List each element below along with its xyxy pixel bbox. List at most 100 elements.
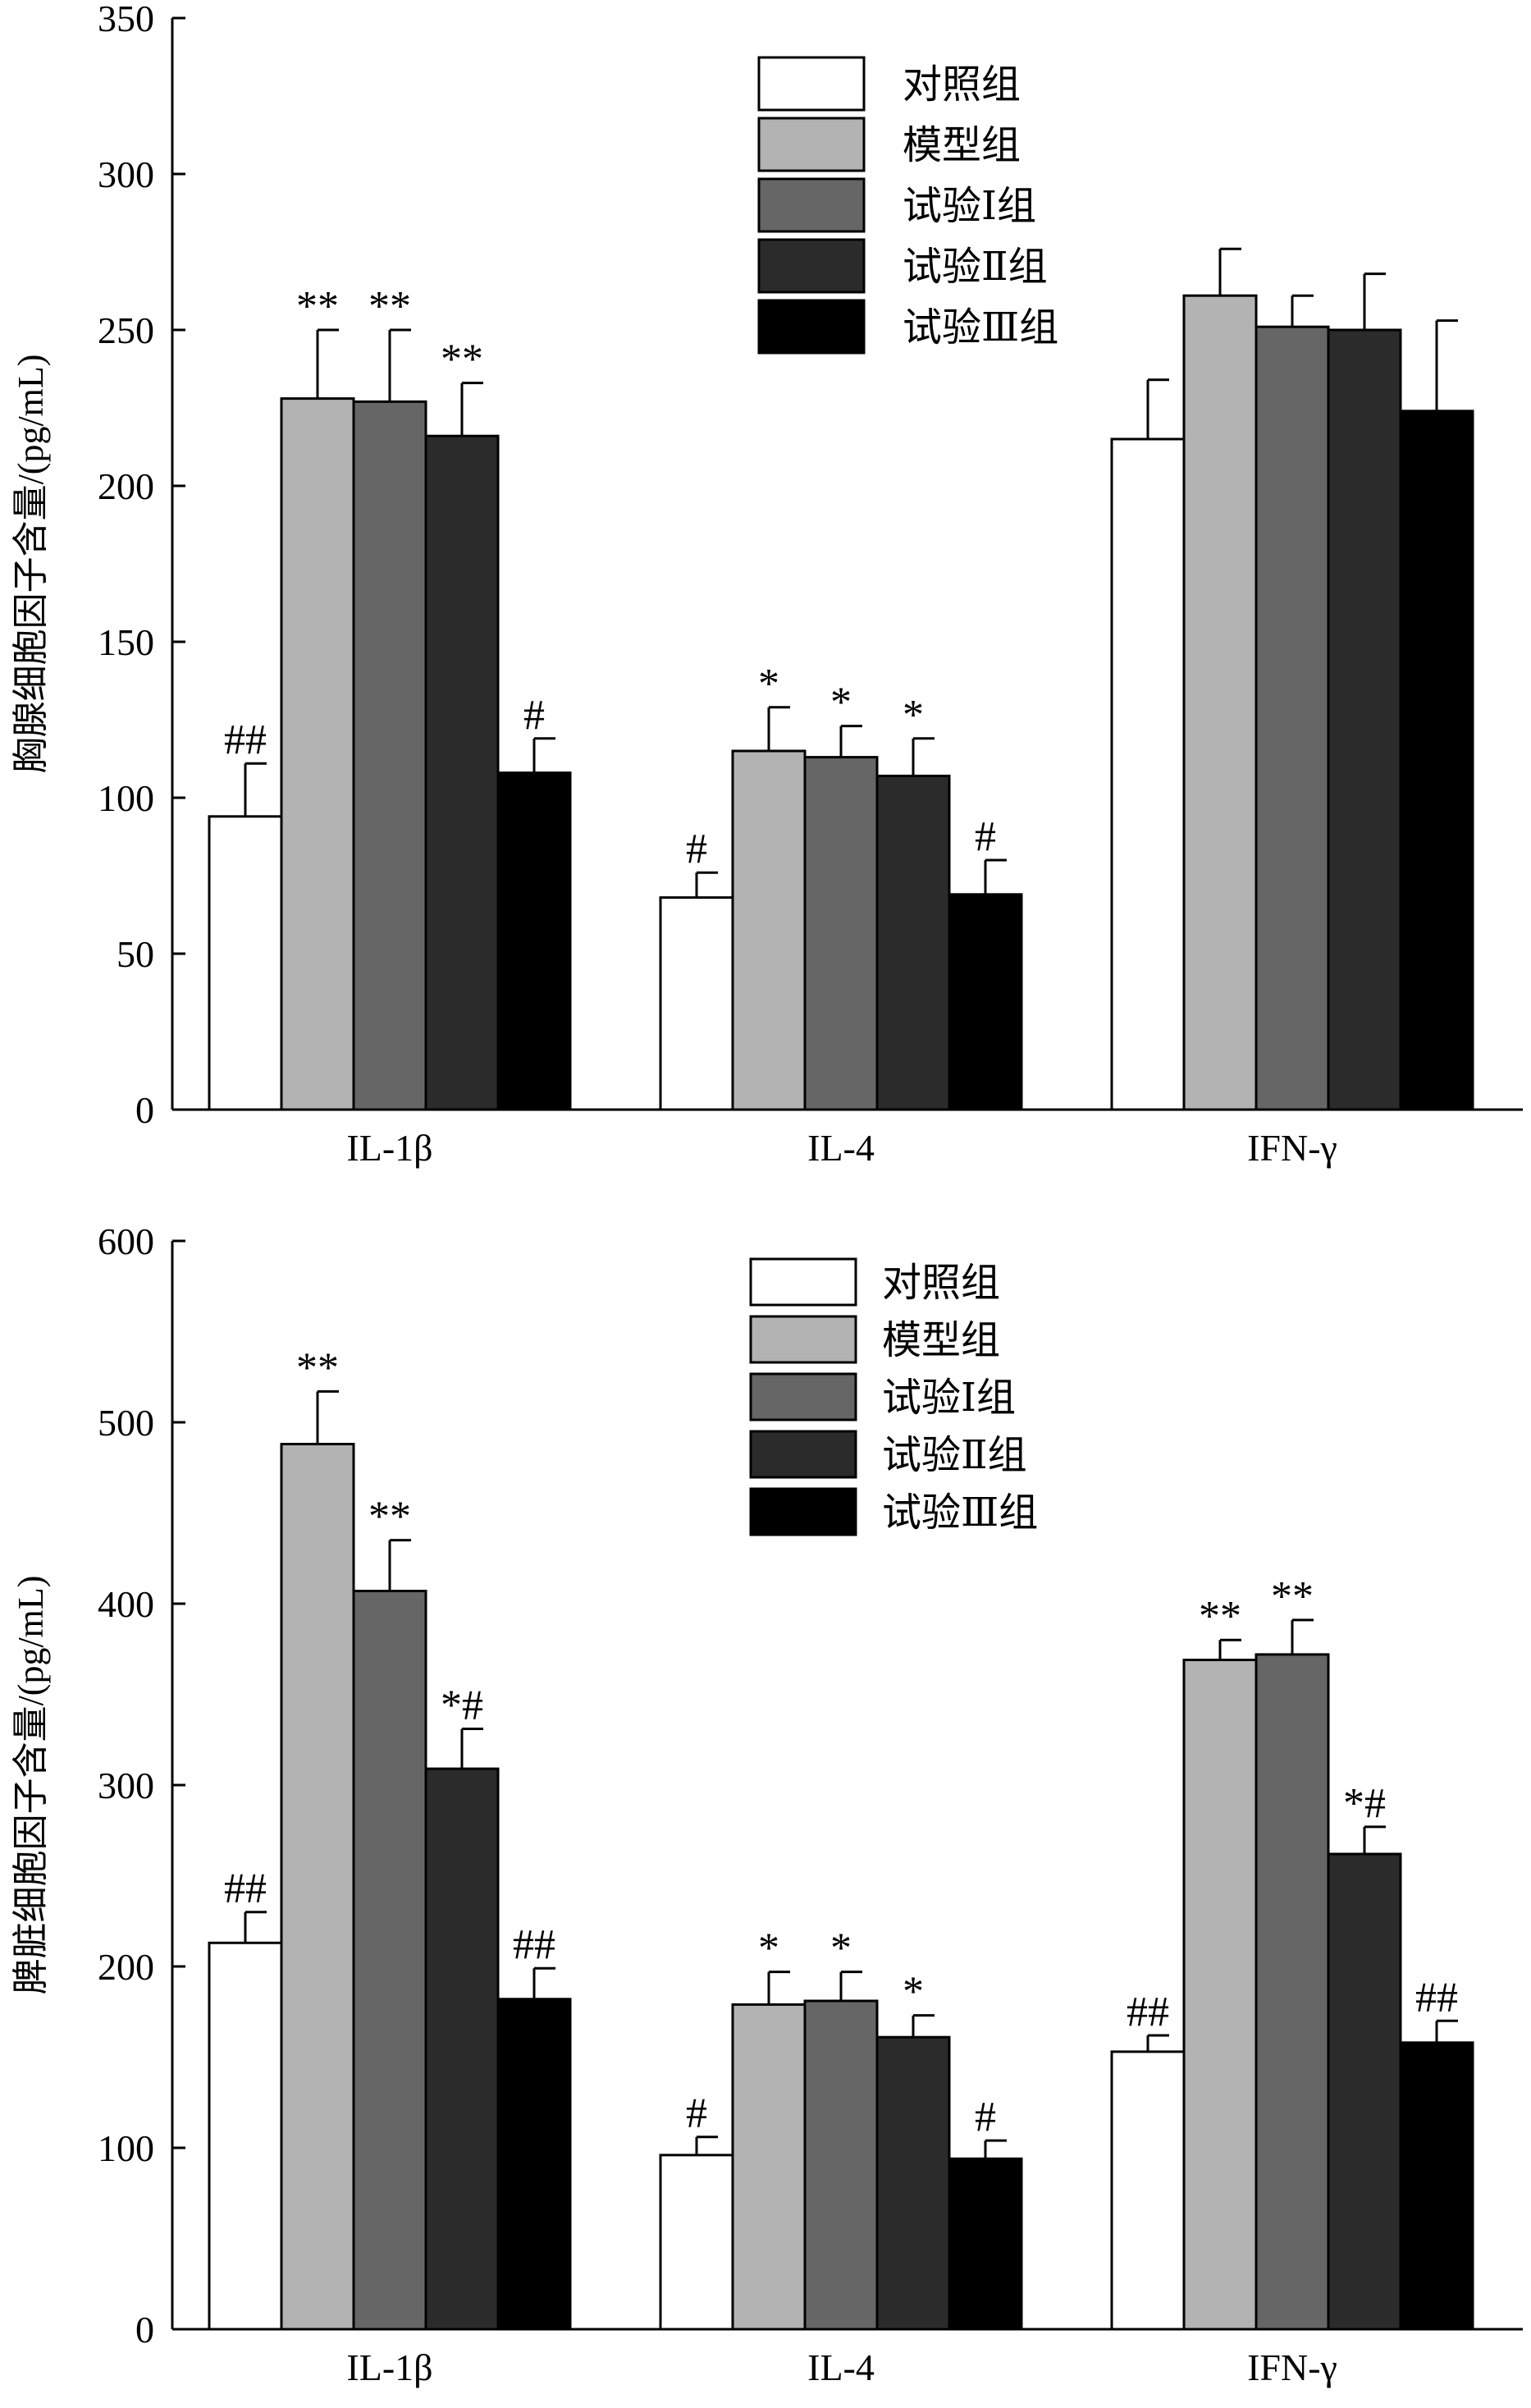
- significance-mark: #: [523, 692, 545, 739]
- legend-swatch: [749, 1257, 857, 1307]
- x-category-label: IL-1β: [346, 2346, 432, 2388]
- legend-label: 试验Ⅰ组: [903, 185, 1036, 228]
- significance-mark: *: [903, 692, 924, 739]
- y-tick-label: 150: [98, 621, 154, 663]
- significance-mark: *: [830, 1925, 852, 1972]
- bar: [208, 815, 283, 1111]
- bar: [659, 2154, 734, 2331]
- bar: [1182, 1659, 1258, 2331]
- significance-mark: **: [296, 283, 339, 330]
- legend-label: 试验Ⅱ组: [882, 1434, 1027, 1477]
- y-tick-label: 200: [98, 465, 154, 507]
- legend-label: 对照组: [903, 63, 1021, 107]
- x-category-label: IL-4: [807, 2346, 875, 2388]
- legend-swatch: [749, 1430, 857, 1479]
- bar: [1327, 328, 1402, 1111]
- bar: [1255, 325, 1330, 1111]
- bar: [875, 774, 951, 1111]
- significance-mark: **: [368, 1494, 411, 1540]
- legend-swatch: [757, 299, 866, 355]
- bar: [731, 2003, 807, 2331]
- significance-mark: #: [686, 2090, 707, 2137]
- x-category-label: IFN-γ: [1247, 2346, 1337, 2388]
- y-tick-label: 300: [98, 153, 154, 195]
- significance-mark: *: [758, 661, 779, 707]
- significance-mark: **: [296, 1344, 339, 1391]
- bar: [1399, 410, 1474, 1111]
- legend-label: 试验Ⅱ组: [903, 245, 1048, 289]
- significance-mark: #: [686, 826, 707, 872]
- bar: [1110, 2050, 1186, 2331]
- significance-mark: *: [758, 1925, 779, 1972]
- bar: [424, 1767, 500, 2331]
- bar: [1110, 437, 1186, 1111]
- legend-swatch: [757, 56, 866, 112]
- y-tick-label: 400: [98, 1583, 154, 1625]
- y-tick-label: 350: [98, 0, 154, 39]
- x-category-label: IL-4: [807, 1127, 875, 1169]
- legend-label: 对照组: [882, 1261, 1000, 1305]
- legend-swatch: [749, 1372, 857, 1421]
- y-tick-label: 500: [98, 1402, 154, 1444]
- significance-mark: *: [830, 680, 852, 726]
- legend-swatch: [749, 1315, 857, 1364]
- significance-mark: #: [975, 813, 996, 860]
- bar: [208, 1941, 283, 2331]
- y-tick-label: 0: [135, 2309, 154, 2351]
- legend-swatch: [757, 238, 866, 294]
- y-tick-label: 250: [98, 309, 154, 351]
- legend-label: 模型组: [882, 1319, 1000, 1362]
- bar: [280, 397, 355, 1111]
- y-tick-label: 0: [135, 1089, 154, 1131]
- significance-mark: **: [1199, 1593, 1241, 1640]
- x-category-label: IL-1β: [346, 1127, 432, 1169]
- y-tick-label: 50: [117, 933, 154, 975]
- bar: [659, 896, 734, 1111]
- bar: [1182, 294, 1258, 1111]
- legend-label: 试验Ⅲ组: [903, 306, 1058, 350]
- bar: [352, 400, 427, 1111]
- legend-swatch: [757, 117, 866, 172]
- bar: [875, 2035, 951, 2331]
- significance-mark: ##: [224, 1866, 267, 1912]
- y-tick-label: 300: [98, 1765, 154, 1806]
- y-tick-label: 600: [98, 1220, 154, 1262]
- bar: [1399, 2041, 1474, 2331]
- y-axis-label: 胸腺细胞因子含量/(pg/mL): [11, 355, 51, 774]
- bar: [352, 1590, 427, 2331]
- bar: [948, 2157, 1023, 2331]
- significance-mark: #: [975, 2094, 996, 2140]
- significance-mark: *#: [1343, 1780, 1386, 1827]
- significance-mark: *#: [441, 1682, 483, 1728]
- significance-mark: ##: [1127, 1989, 1169, 2035]
- significance-mark: **: [441, 336, 483, 383]
- bar: [803, 1999, 879, 2331]
- significance-mark: *: [903, 1969, 924, 2016]
- bar: [496, 771, 572, 1111]
- legend-label: 试验Ⅲ组: [882, 1491, 1038, 1535]
- bar: [731, 749, 807, 1111]
- legend-label: 模型组: [903, 124, 1021, 167]
- bar: [496, 1998, 572, 2331]
- y-axis-label: 脾脏细胞因子含量/(pg/mL): [11, 1576, 51, 1995]
- significance-mark: **: [1271, 1573, 1314, 1620]
- bar: [424, 434, 500, 1111]
- bar: [280, 1443, 355, 2331]
- legend-swatch: [757, 177, 866, 233]
- significance-mark: **: [368, 283, 411, 330]
- significance-mark: ##: [224, 716, 267, 763]
- significance-mark: ##: [513, 1921, 555, 1968]
- bar: [948, 893, 1023, 1111]
- bar: [803, 756, 879, 1111]
- legend-label: 试验Ⅰ组: [882, 1376, 1016, 1420]
- x-category-label: IFN-γ: [1247, 1127, 1337, 1169]
- bar: [1255, 1653, 1330, 2331]
- significance-mark: ##: [1415, 1974, 1458, 2021]
- y-tick-label: 100: [98, 777, 154, 819]
- y-tick-label: 100: [98, 2127, 154, 2169]
